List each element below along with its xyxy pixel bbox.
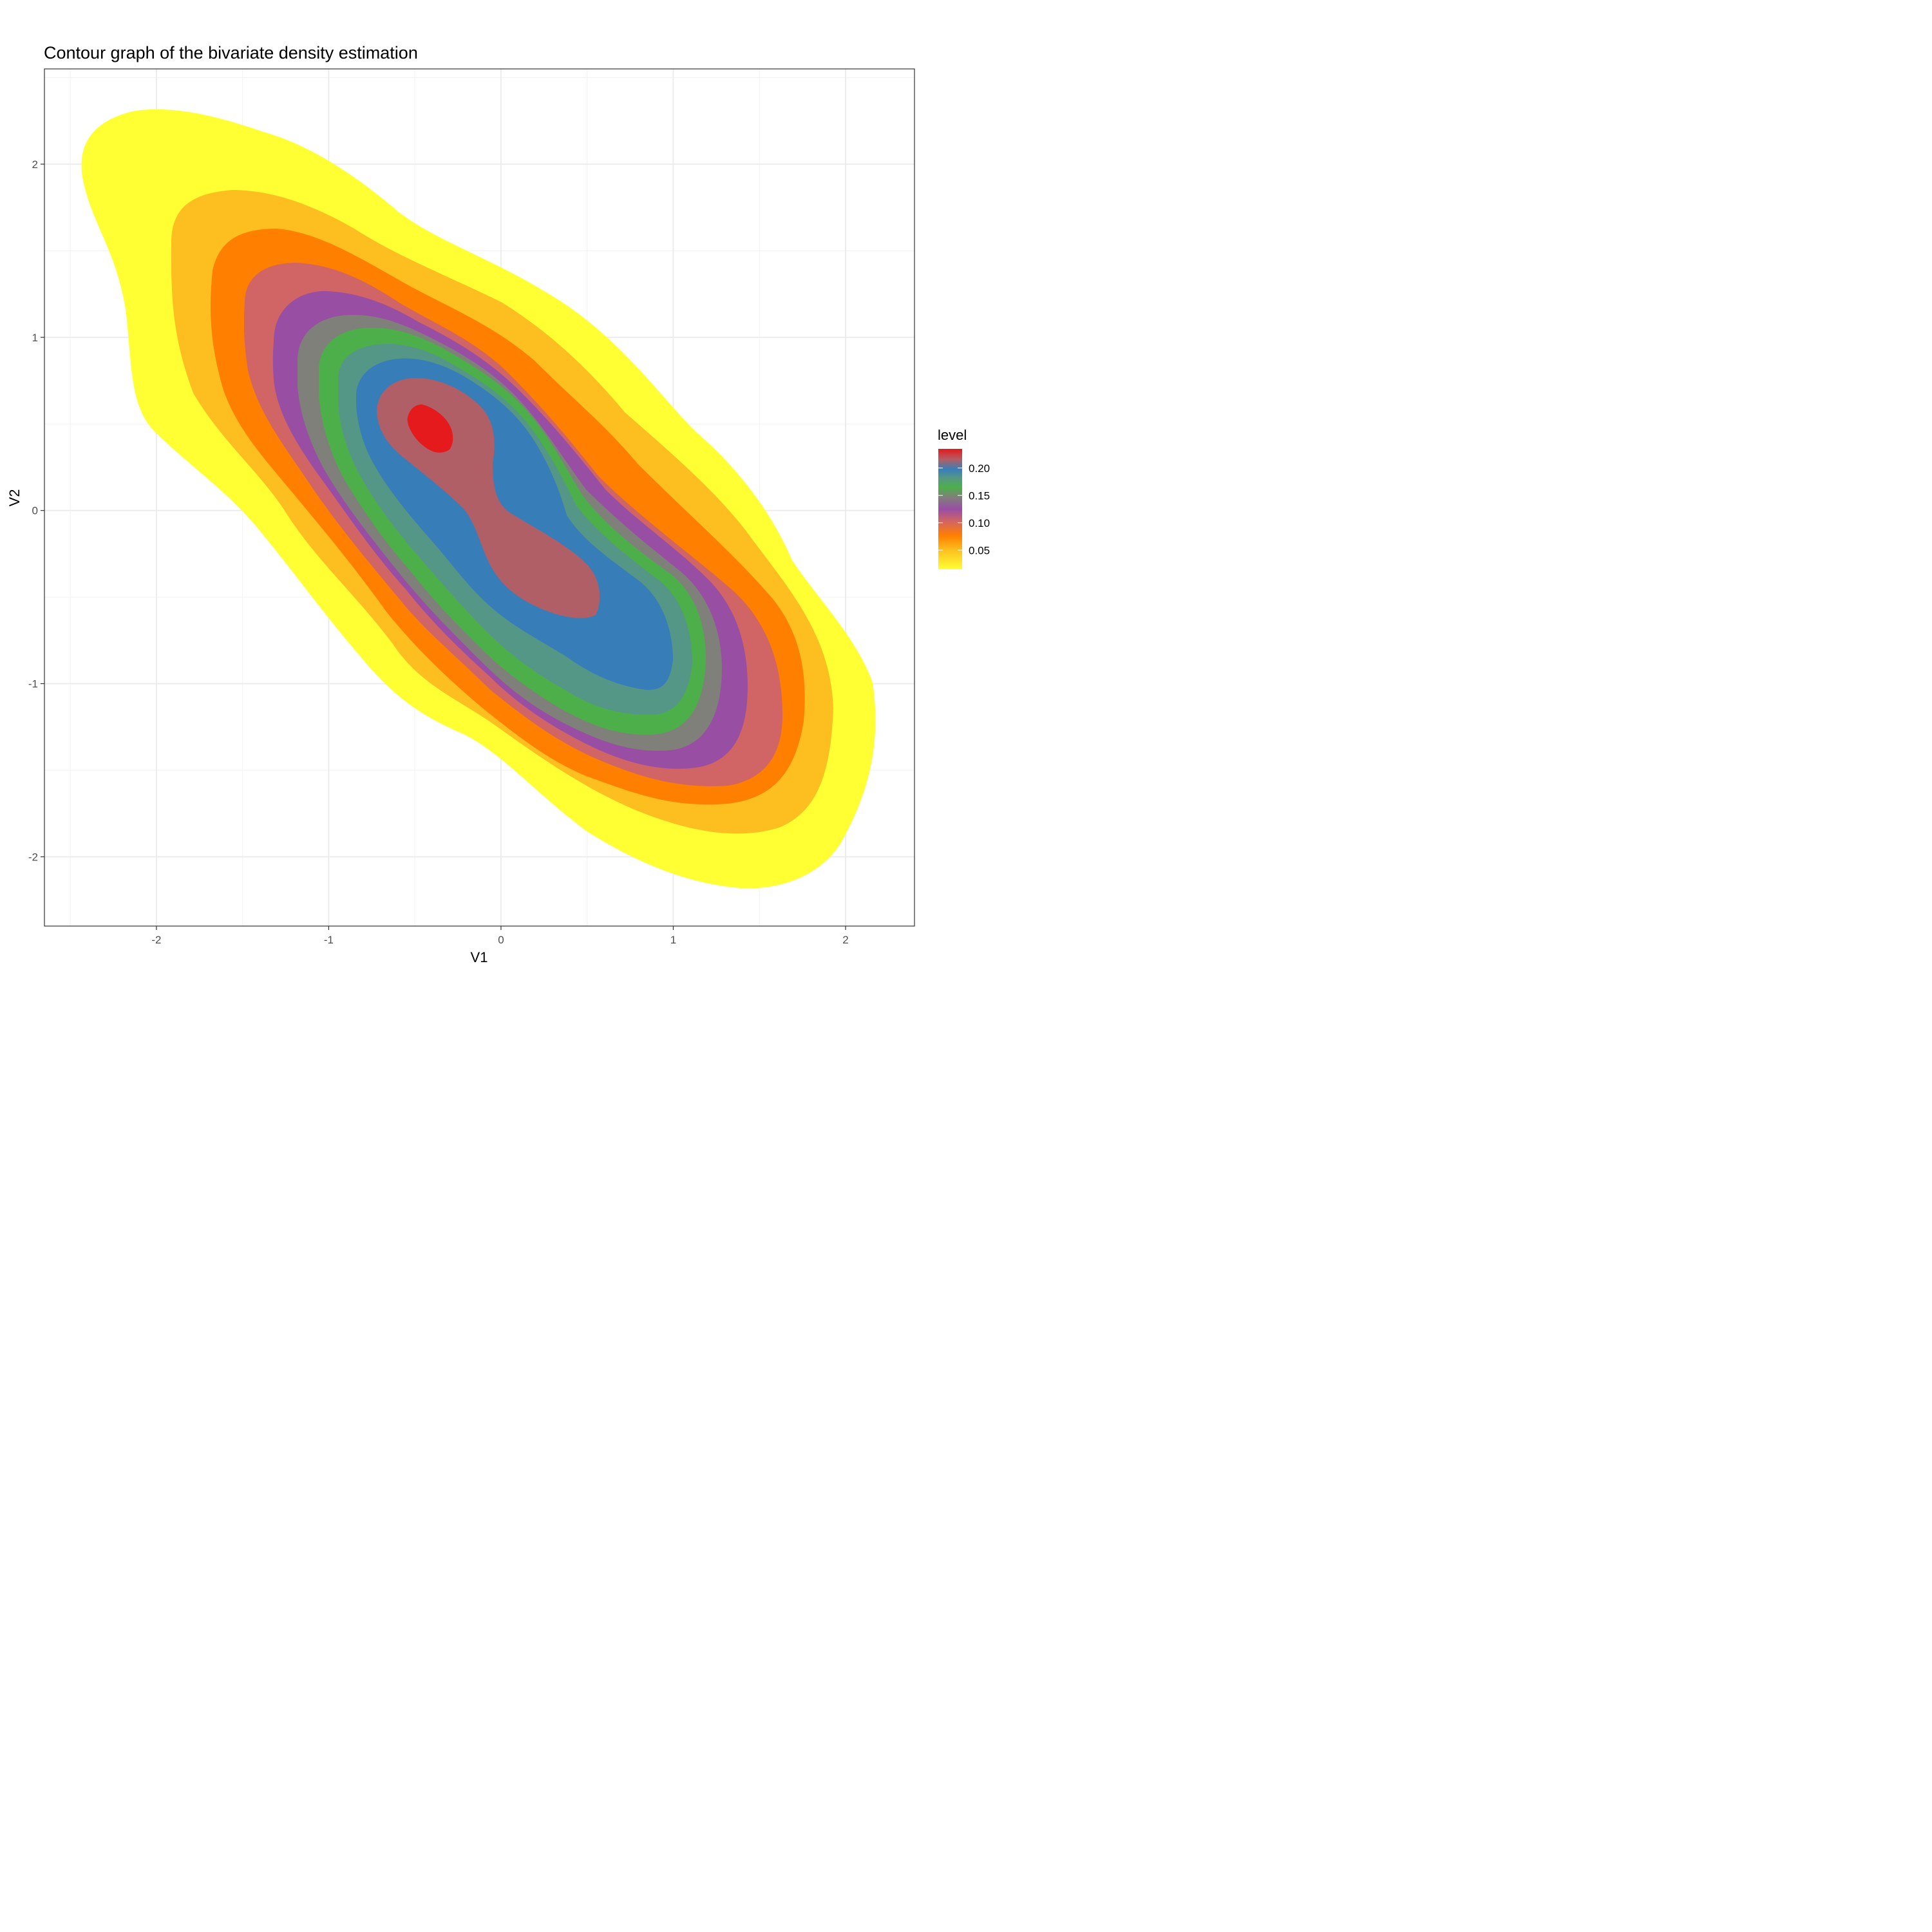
legend-colorbar — [938, 449, 962, 569]
plot-border — [44, 68, 915, 927]
y-tick-label: 1 — [32, 332, 38, 344]
legend-tick-label: 0.15 — [969, 489, 990, 502]
contour-chart: Contour graph of the bivariate density e… — [6, 43, 990, 965]
x-axis-label: V1 — [471, 949, 488, 965]
x-tick-label: 0 — [498, 934, 504, 946]
contour-band-0.22 — [407, 404, 453, 453]
legend: level 0.20 0.15 0.10 0.05 — [938, 427, 990, 569]
x-tick-label: 1 — [670, 934, 676, 946]
x-tick-label: -1 — [324, 934, 334, 946]
chart-title: Contour graph of the bivariate density e… — [44, 43, 418, 62]
legend-tick-label: 0.05 — [969, 544, 990, 556]
y-axis-label: V2 — [6, 489, 23, 507]
y-tick-label: -1 — [28, 678, 38, 690]
x-tick-label: 2 — [842, 934, 848, 946]
y-axis-ticks: -2 -1 0 1 2 — [28, 158, 44, 863]
legend-tick-label: 0.20 — [969, 462, 990, 475]
legend-title: level — [938, 427, 967, 443]
x-tick-label: -2 — [151, 934, 161, 946]
contour-bands — [81, 109, 876, 889]
y-tick-label: 2 — [32, 158, 38, 171]
legend-ticks: 0.20 0.15 0.10 0.05 — [938, 462, 990, 556]
y-tick-label: -2 — [28, 851, 38, 863]
x-axis-ticks: -2 -1 0 1 2 — [151, 926, 849, 946]
y-tick-label: 0 — [32, 505, 38, 517]
legend-tick-label: 0.10 — [969, 517, 990, 529]
